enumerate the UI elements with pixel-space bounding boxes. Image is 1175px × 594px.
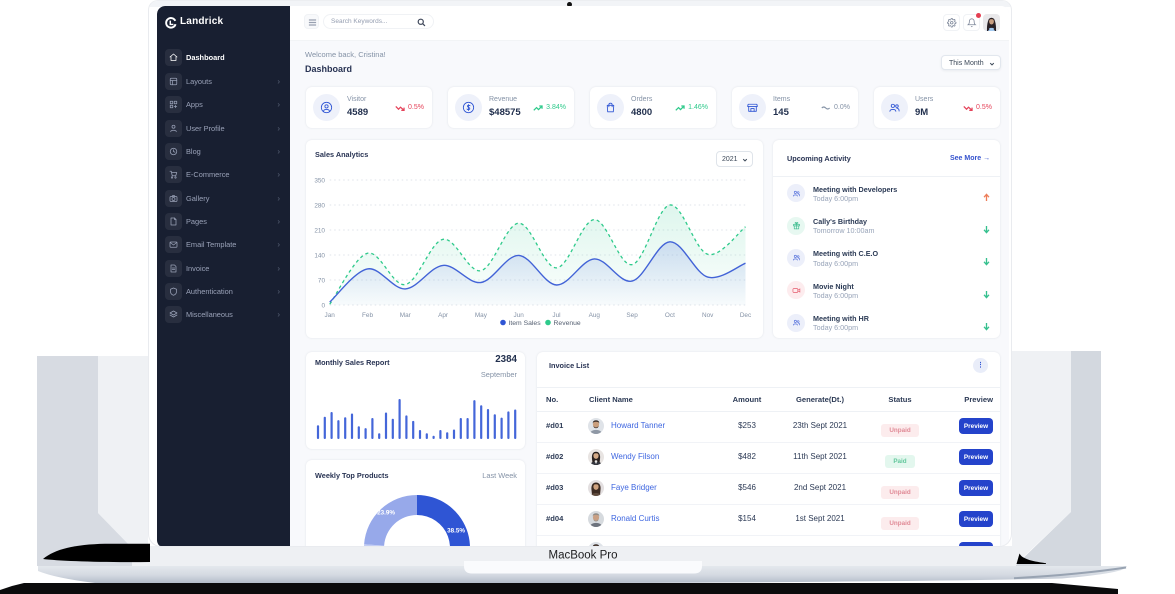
svg-text:Oct: Oct — [665, 312, 675, 319]
svg-text:70: 70 — [318, 278, 326, 285]
svg-text:Revenue: Revenue — [554, 320, 581, 327]
svg-text:280: 280 — [314, 203, 325, 210]
svg-text:23.9%: 23.9% — [377, 510, 395, 517]
svg-text:May: May — [475, 312, 488, 319]
svg-text:MacBook Pro: MacBook Pro — [548, 550, 617, 562]
svg-text:Feb: Feb — [362, 312, 373, 319]
svg-text:Jan: Jan — [325, 312, 336, 319]
svg-text:Mar: Mar — [400, 312, 412, 319]
svg-text:Nov: Nov — [702, 312, 714, 319]
svg-text:0: 0 — [321, 303, 325, 310]
svg-text:Apr: Apr — [438, 312, 449, 319]
svg-text:38.5%: 38.5% — [447, 528, 465, 535]
svg-text:140: 140 — [314, 253, 325, 260]
svg-text:350: 350 — [314, 178, 325, 185]
svg-text:Sep: Sep — [626, 312, 638, 319]
svg-text:Aug: Aug — [589, 312, 601, 319]
svg-text:Dec: Dec — [740, 312, 752, 319]
svg-text:Item Sales: Item Sales — [509, 320, 542, 327]
svg-text:Jul: Jul — [552, 312, 560, 319]
svg-text:Jun: Jun — [514, 312, 525, 319]
svg-text:210: 210 — [314, 228, 325, 235]
